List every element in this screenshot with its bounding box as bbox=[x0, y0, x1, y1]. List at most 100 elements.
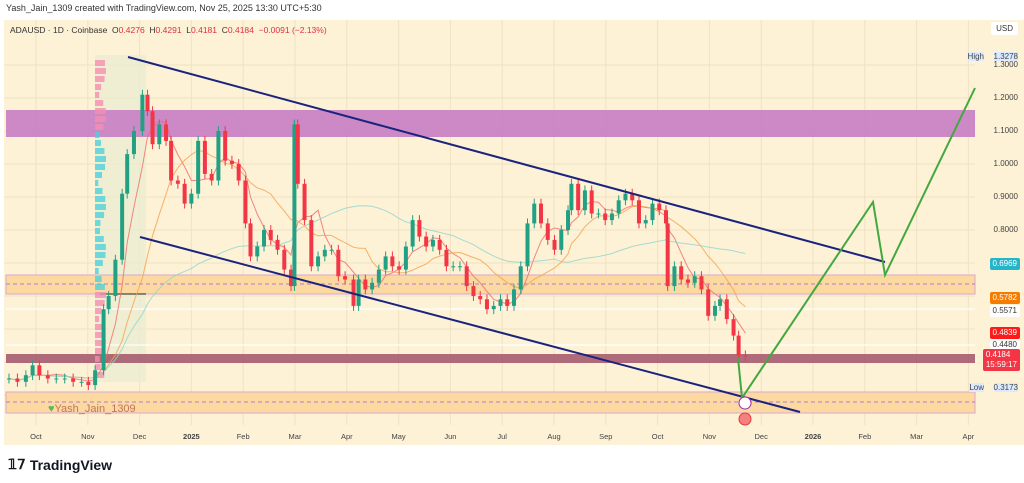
candle-body bbox=[417, 220, 422, 237]
candle-body bbox=[140, 94, 145, 131]
time-tick-label: 2025 bbox=[183, 432, 200, 441]
candle-body bbox=[545, 223, 550, 240]
candle-body bbox=[491, 305, 496, 310]
candle-body bbox=[370, 282, 375, 290]
time-tick-label: Jul bbox=[497, 432, 507, 441]
candle-body bbox=[582, 190, 587, 211]
candle-body bbox=[650, 203, 655, 221]
volume-profile-bar bbox=[95, 340, 106, 346]
candle-body bbox=[430, 239, 435, 247]
candle-body bbox=[663, 210, 668, 224]
volume-profile-bar bbox=[95, 156, 106, 162]
current-price-band bbox=[6, 354, 975, 363]
candle-body bbox=[23, 375, 28, 382]
volume-profile-bar bbox=[95, 356, 100, 362]
candle-body bbox=[712, 305, 717, 316]
candle-body bbox=[356, 279, 361, 306]
candle-body bbox=[636, 200, 641, 224]
candle-body bbox=[216, 131, 221, 181]
time-tick-label: Dec bbox=[132, 432, 147, 441]
candle-body bbox=[62, 378, 67, 380]
candle-body bbox=[79, 381, 84, 383]
low-label: Low bbox=[969, 383, 984, 392]
candle-body bbox=[248, 223, 253, 257]
price-tick-label: 1.2000 bbox=[993, 93, 1018, 102]
volume-profile-bar bbox=[95, 292, 106, 298]
candle-body bbox=[484, 299, 489, 310]
candle-body bbox=[45, 375, 50, 379]
candle-body bbox=[316, 256, 321, 267]
candle-body bbox=[699, 276, 704, 290]
volume-profile-bar bbox=[95, 252, 106, 258]
volume-profile-bar bbox=[95, 180, 99, 186]
time-tick-label: Nov bbox=[702, 432, 717, 441]
high-label: High bbox=[967, 52, 984, 61]
candle-body bbox=[268, 230, 273, 240]
candle-body bbox=[657, 203, 662, 211]
last-price-tag: 0.4184 15:59:17 bbox=[982, 349, 1020, 371]
time-tick-label: Mar bbox=[910, 432, 924, 441]
watermark-text: Yash_Jain_1309 bbox=[54, 403, 136, 415]
candle-body bbox=[576, 183, 581, 211]
chart-credit: Yash_Jain_1309 created with TradingView.… bbox=[6, 3, 322, 13]
candle-body bbox=[292, 124, 297, 287]
moving-average-line bbox=[8, 120, 746, 382]
close-label: C bbox=[221, 25, 228, 35]
price-tag: 0.5782 bbox=[989, 292, 1020, 304]
candle-body bbox=[410, 220, 415, 247]
open-label: O bbox=[112, 25, 119, 35]
candle-body bbox=[397, 266, 402, 270]
candle-body bbox=[569, 183, 574, 211]
low-label: L bbox=[186, 25, 192, 35]
candle-body bbox=[525, 223, 530, 267]
volume-profile-bar bbox=[95, 220, 101, 226]
volume-profile-bar bbox=[95, 108, 106, 114]
candle-body bbox=[643, 220, 648, 224]
bar-countdown: 15:59:17 bbox=[985, 360, 1017, 369]
candle-body bbox=[282, 249, 287, 270]
volume-profile-bar bbox=[95, 332, 106, 338]
chart-area[interactable] bbox=[4, 20, 1024, 445]
volume-profile-bar bbox=[95, 228, 100, 234]
candle-body bbox=[706, 289, 711, 316]
open-value: 0.4276 bbox=[118, 25, 145, 35]
volume-profile-bar bbox=[95, 164, 106, 170]
price-tag: 0.4480 bbox=[989, 339, 1020, 351]
price-tag: 0.6969 bbox=[989, 258, 1020, 270]
candle-body bbox=[390, 256, 395, 267]
symbol-label[interactable]: ADAUSD · 1D · Coinbase bbox=[10, 25, 108, 35]
volume-profile-bar bbox=[95, 324, 104, 330]
time-tick-label: Apr bbox=[962, 432, 975, 441]
volume-profile-bar bbox=[95, 284, 105, 290]
volume-profile-bar bbox=[95, 148, 105, 154]
volume-profile-bar bbox=[95, 300, 105, 306]
candle-body bbox=[471, 286, 476, 296]
candle-body bbox=[451, 266, 456, 268]
candle-body bbox=[539, 203, 544, 224]
tradingview-logo[interactable]: 𝟙𝟩 TradingView bbox=[8, 456, 112, 473]
volume-profile-bar bbox=[95, 132, 100, 138]
moving-average-line bbox=[8, 205, 746, 381]
last-price: 0.4184 bbox=[985, 350, 1011, 359]
close-value: 0.4184 bbox=[227, 25, 254, 35]
candle-body bbox=[518, 266, 523, 290]
candle-body bbox=[262, 230, 267, 247]
candle-body bbox=[120, 193, 125, 260]
volume-profile-bar bbox=[95, 276, 102, 282]
candle-body bbox=[743, 355, 748, 357]
us-flag-event-icon bbox=[738, 412, 752, 426]
currency-label[interactable]: USD bbox=[991, 22, 1018, 35]
candle-body bbox=[603, 213, 608, 221]
candle-body bbox=[511, 289, 516, 306]
time-tick-label: Nov bbox=[81, 432, 95, 441]
price-tag: 0.5571 bbox=[989, 305, 1020, 317]
candle-body bbox=[182, 183, 187, 204]
candle-body bbox=[363, 279, 368, 290]
candle-body bbox=[609, 213, 614, 221]
time-tick-label: Mar bbox=[288, 432, 302, 441]
candle-body bbox=[106, 296, 111, 310]
heart-icon: ♥ bbox=[48, 403, 55, 415]
candle-body bbox=[30, 365, 35, 376]
volume-profile-bar bbox=[95, 92, 100, 98]
